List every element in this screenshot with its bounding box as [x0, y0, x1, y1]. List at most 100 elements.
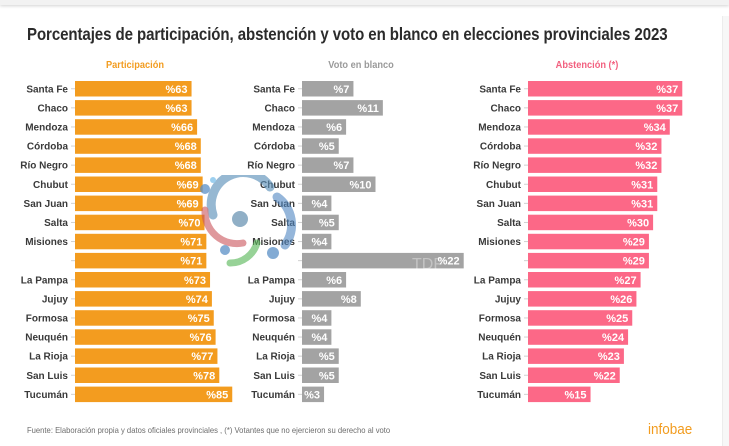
category-label: La Rioja: [256, 352, 295, 363]
bar-abstencion[interactable]: [528, 157, 662, 173]
value-label: %5: [319, 351, 335, 363]
bar-voto-en-blanco[interactable]: [302, 272, 347, 288]
bar-voto-en-blanco[interactable]: [302, 386, 325, 403]
brand-logo[interactable]: infobae: [648, 421, 693, 438]
bar-voto-en-blanco[interactable]: [302, 329, 332, 345]
panel-title-voto-en-blanco: Voto en blanco: [328, 59, 394, 71]
panel-title-participacion: Participación: [105, 59, 165, 71]
category-label: San Juan: [24, 199, 68, 210]
value-label: %22: [438, 256, 460, 268]
value-label: %76: [190, 332, 212, 344]
bar-participacion[interactable]: [75, 386, 233, 403]
category-label: Córdoba: [480, 142, 522, 153]
category-label: Córdoba: [254, 142, 296, 153]
category-label: Tucumán: [24, 390, 68, 401]
value-label: %6: [326, 275, 342, 287]
category-label: San Luis: [26, 371, 68, 382]
bar-participacion[interactable]: [75, 214, 205, 231]
bar-voto-en-blanco[interactable]: [302, 119, 347, 135]
value-label: %73: [184, 275, 206, 287]
bar-abstencion[interactable]: [528, 329, 629, 345]
bar-abstencion[interactable]: [528, 81, 683, 97]
category-label: Chubut: [33, 180, 69, 191]
bar-abstencion[interactable]: [528, 348, 624, 364]
top-bar: [0, 0, 729, 5]
value-label: %34: [644, 122, 667, 134]
bar-participacion[interactable]: [75, 272, 211, 288]
category-label: Salta: [44, 218, 68, 229]
category-label: La Pampa: [248, 275, 296, 286]
value-label: %27: [615, 275, 637, 287]
category-label: Córdoba: [27, 142, 69, 153]
watermark-logo-icon: [195, 168, 305, 280]
bar-participacion[interactable]: [75, 195, 203, 212]
bar-participacion[interactable]: [75, 348, 218, 364]
bar-voto-en-blanco[interactable]: [302, 348, 339, 364]
category-label: San Juan: [251, 199, 295, 210]
value-label: %37: [656, 84, 678, 96]
bar-participacion[interactable]: [75, 119, 198, 135]
value-label: %69: [177, 179, 199, 191]
category-label: Río Negro: [20, 161, 68, 172]
bar-voto-en-blanco[interactable]: [302, 291, 361, 307]
bar-abstencion[interactable]: [528, 367, 620, 384]
bar-participacion[interactable]: [75, 329, 216, 345]
value-label: %31: [631, 179, 653, 191]
bar-abstencion[interactable]: [528, 386, 591, 403]
bar-participacion[interactable]: [75, 100, 192, 116]
category-label: Chaco: [490, 103, 521, 114]
category-label: La Pampa: [21, 275, 69, 286]
bar-participacion[interactable]: [75, 138, 201, 154]
bar-abstencion[interactable]: [528, 310, 633, 326]
value-label: %5: [319, 141, 335, 153]
value-label: %70: [178, 217, 200, 229]
bar-participacion[interactable]: [75, 310, 214, 326]
bar-participacion[interactable]: [75, 291, 212, 307]
value-label: %4: [311, 237, 328, 249]
bar-abstencion[interactable]: [528, 138, 662, 154]
value-label: %11: [357, 103, 378, 115]
category-label: Jujuy: [42, 294, 69, 305]
bar-abstencion[interactable]: [528, 252, 649, 269]
value-label: %63: [166, 84, 188, 96]
bar-voto-en-blanco[interactable]: [302, 310, 332, 326]
bar-participacion[interactable]: [75, 157, 201, 173]
bar-participacion[interactable]: [75, 252, 207, 269]
category-label: Misiones: [478, 237, 521, 248]
category-label: San Luis: [253, 371, 295, 382]
value-label: %23: [598, 351, 620, 363]
value-label: %71: [180, 256, 202, 268]
bar-abstencion[interactable]: [528, 233, 649, 250]
bar-abstencion[interactable]: [528, 214, 654, 231]
bar-participacion[interactable]: [75, 233, 207, 250]
value-label: %29: [623, 256, 645, 268]
bar-abstencion[interactable]: [528, 176, 658, 193]
bar-abstencion[interactable]: [528, 272, 641, 288]
bar-voto-en-blanco[interactable]: [302, 195, 332, 212]
value-label: %75: [188, 313, 210, 325]
value-label: %7: [334, 160, 350, 172]
category-label: Santa Fe: [253, 84, 295, 95]
bar-voto-en-blanco[interactable]: [302, 81, 354, 97]
category-label: Río Negro: [247, 161, 295, 172]
bar-abstencion[interactable]: [528, 291, 637, 307]
value-label: %30: [627, 217, 649, 229]
bar-participacion[interactable]: [75, 176, 203, 193]
category-label: Formosa: [479, 313, 522, 324]
bar-participacion[interactable]: [75, 367, 220, 384]
bar-voto-en-blanco[interactable]: [302, 233, 332, 250]
bar-abstencion[interactable]: [528, 100, 683, 116]
bar-abstencion[interactable]: [528, 195, 658, 212]
bar-voto-en-blanco[interactable]: [302, 252, 464, 269]
bar-voto-en-blanco[interactable]: [302, 138, 339, 154]
bar-voto-en-blanco[interactable]: [302, 100, 383, 116]
category-label: Chaco: [37, 103, 68, 114]
value-label: %85: [206, 389, 228, 401]
bar-participacion[interactable]: [75, 81, 192, 97]
bar-voto-en-blanco[interactable]: [302, 367, 339, 384]
bar-voto-en-blanco[interactable]: [302, 157, 354, 173]
value-label: %5: [319, 217, 335, 229]
bar-voto-en-blanco[interactable]: [302, 214, 339, 231]
bar-voto-en-blanco[interactable]: [302, 176, 376, 193]
bar-abstencion[interactable]: [528, 119, 670, 135]
